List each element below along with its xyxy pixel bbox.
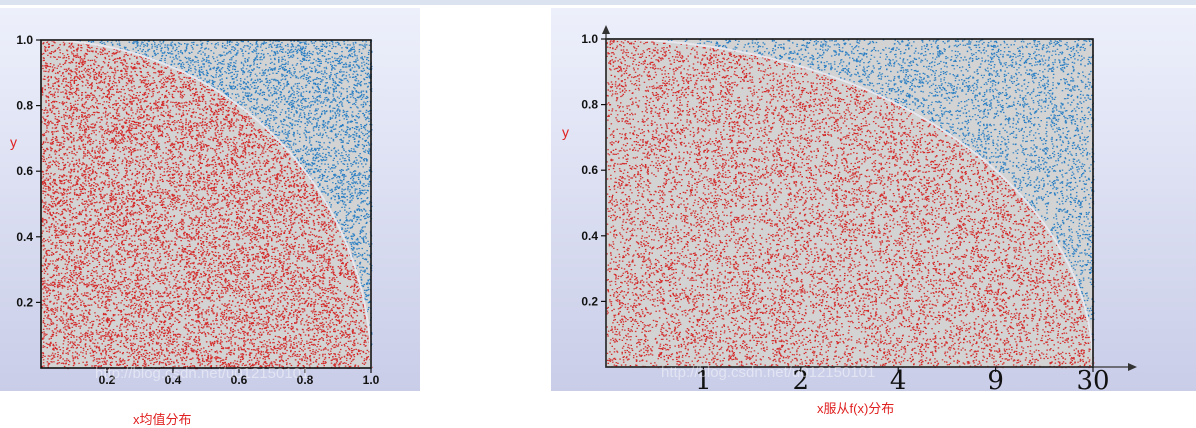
y-tick-label: 0.4 [16,230,33,244]
x-tick-label: 0.2 [99,373,116,387]
y-tick-label: 0.4 [581,229,598,243]
handwritten-x-tick-label: 9 [987,366,1004,391]
scatter-points-red [606,39,1095,369]
quarter-circle-boundary [40,39,372,369]
handwritten-x-tick-label: 1 [695,366,712,391]
y-tick-label: 0.2 [581,294,598,308]
x-tick-label: 0.6 [231,373,248,387]
plot-area [606,39,1093,367]
left-chart-panel: 0.2 0.4 0.6 0.8 1.0 0.2 0.4 0.6 0.8 1.0 http://blo… [0,8,420,391]
x-tick-label: 0.8 [297,373,314,387]
quarter-circle-boundary [605,38,1094,368]
watermark-text: http://blog.csdn.net/u012150101 [661,364,875,381]
scatter-points-red [41,40,373,370]
handwritten-x-tick-label: 30 [1076,366,1109,391]
y-tick-label: 0.2 [16,295,33,309]
x-tick-label: 0.4 [165,373,182,387]
left-caption: x均值分布 [133,412,192,427]
y-tick-label: 0.8 [581,98,598,112]
left-y-axis-label: y [10,134,17,150]
handwritten-x-tick-label: 4 [890,366,907,391]
x-tick-label: 1.0 [363,373,380,387]
series-inside-quarter-circle [41,40,373,370]
y-tick-label: 0.8 [16,99,33,113]
right-y-axis-label: y [562,124,569,140]
right-chart: 0.2 0.4 0.6 0.8 1.0 1 2 4 9 30 http://blog.csdn.ne… [551,8,1196,391]
plot-frame [40,39,372,369]
y-tick-label: 0.6 [581,163,598,177]
top-border [0,0,1196,5]
left-chart: 0.2 0.4 0.6 0.8 1.0 0.2 0.4 0.6 0.8 1.0 http://blo… [0,8,420,391]
series-inside-quarter-circle [606,39,1095,369]
y-tick-label: 1.0 [581,32,598,46]
x-axis-arrow-head [1128,363,1137,371]
watermark-text: http://blog.csdn.net/u012150101 [95,365,309,382]
y-tick-label: 1.0 [16,33,33,47]
right-chart-panel: 0.2 0.4 0.6 0.8 1.0 1 2 4 9 30 http://blog.csdn.ne… [551,8,1196,391]
y-tick-label: 0.6 [16,164,33,178]
right-caption: x服从f(x)分布 [817,401,895,416]
y-axis-arrow-head [602,25,610,34]
handwritten-x-tick-label: 2 [793,366,810,391]
